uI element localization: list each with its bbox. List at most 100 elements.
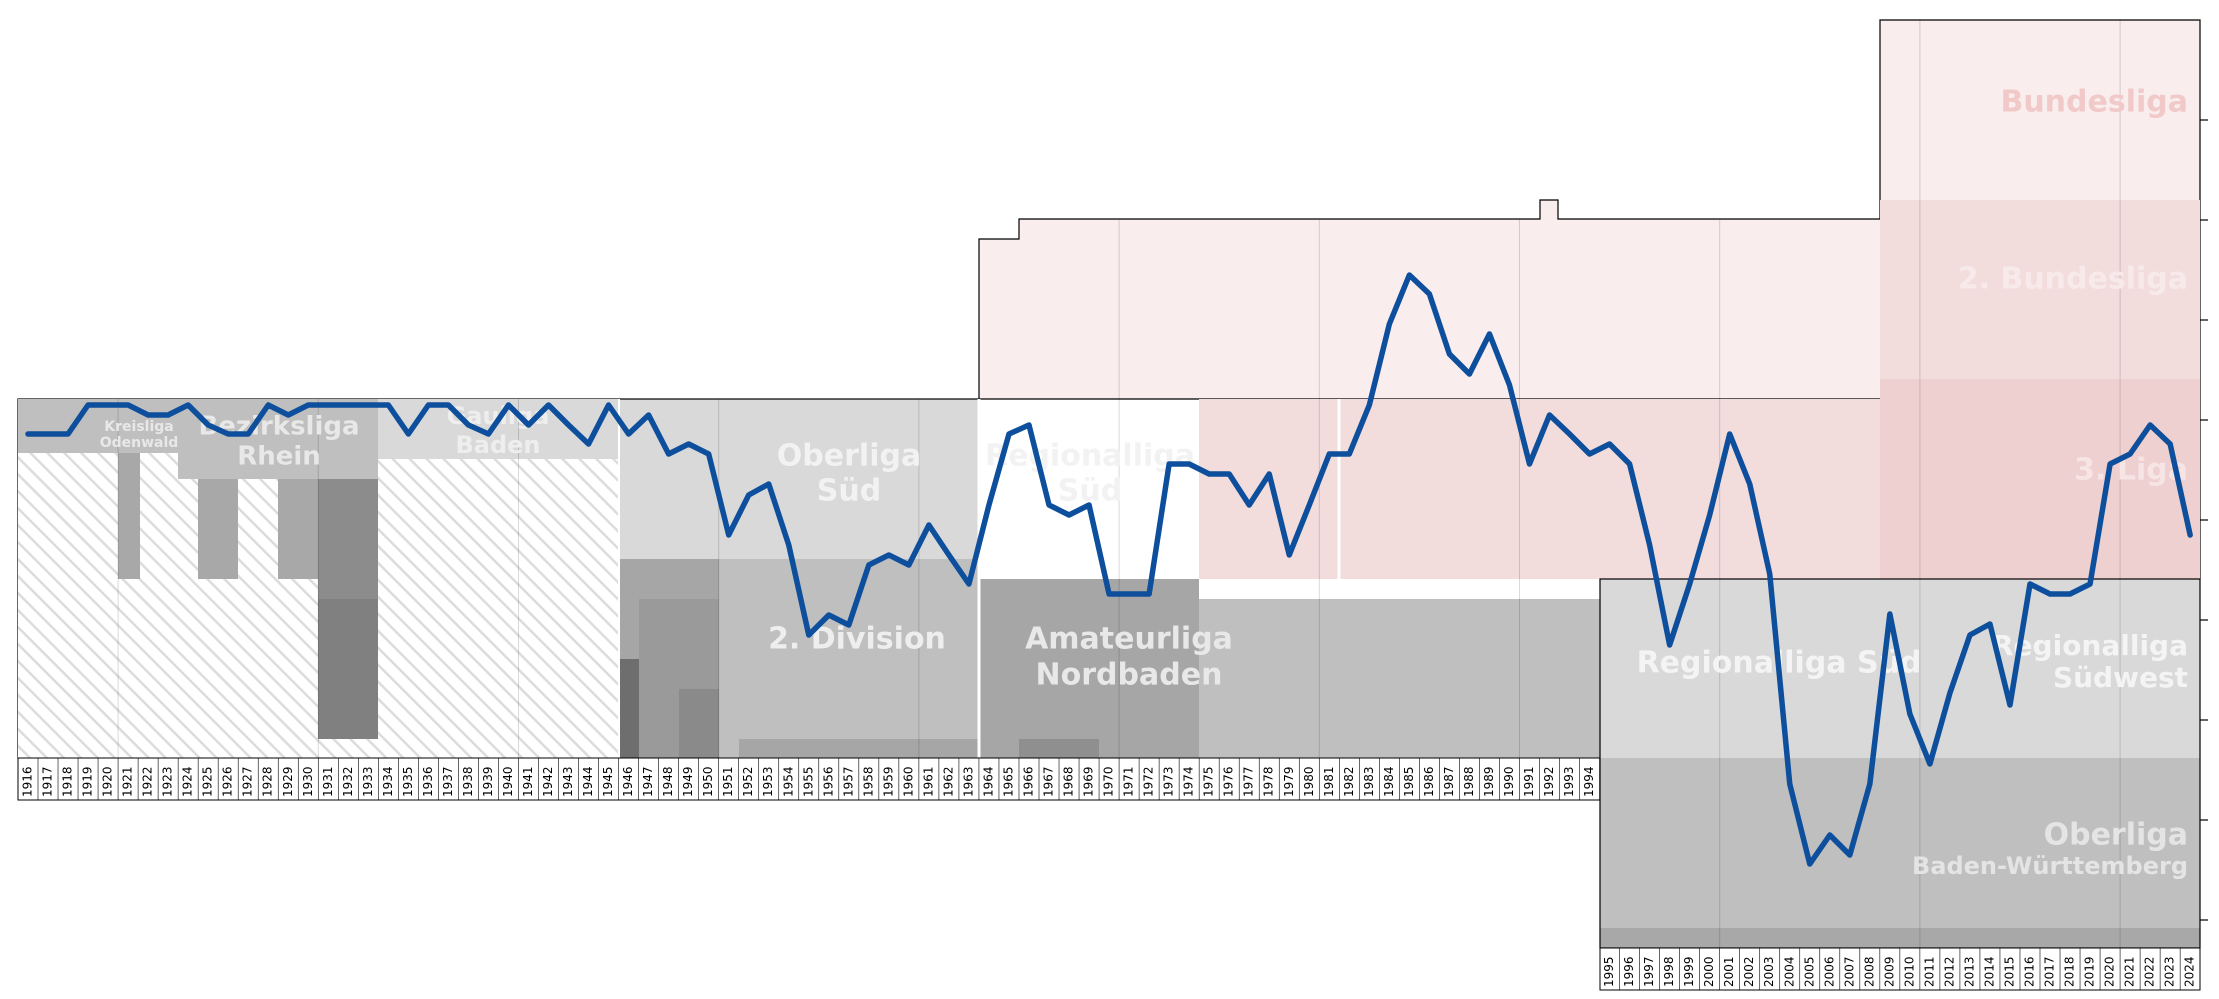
x-tick-label: 2004	[1782, 956, 1796, 987]
x-tick-label: 1925	[201, 766, 215, 797]
x-tick-label: 1938	[461, 766, 475, 797]
x-tick-label: 1982	[1342, 766, 1356, 797]
x-tick-label: 1993	[1562, 766, 1576, 797]
x-tick-label: 1978	[1262, 766, 1276, 797]
league-label: Oberliga	[777, 439, 921, 474]
league-label: Kreisliga	[104, 419, 173, 435]
x-tick-label: 2001	[1722, 956, 1736, 987]
x-tick-label: 1974	[1182, 766, 1196, 797]
x-tick-label: 1960	[901, 766, 915, 797]
tier-band	[739, 739, 979, 758]
x-tick-label: 1980	[1302, 766, 1316, 797]
x-tick-label: 2022	[2143, 956, 2157, 987]
x-tick-label: 1951	[721, 766, 735, 797]
tier-band	[118, 453, 140, 579]
x-tick-label: 1969	[1082, 766, 1096, 797]
x-tick-label: 2015	[2002, 956, 2016, 987]
x-tick-label: 1916	[21, 766, 35, 797]
x-tick-label: 1936	[421, 766, 435, 797]
x-tick-label: 1957	[841, 766, 855, 797]
league-label: Oberliga	[2044, 818, 2188, 853]
x-tick-label: 1977	[1242, 766, 1256, 797]
x-tick-label: 1998	[1662, 956, 1676, 987]
x-tick-label: 1989	[1482, 766, 1496, 797]
x-tick-label: 1917	[41, 766, 55, 797]
x-tick-label: 1973	[1162, 766, 1176, 797]
x-tick-label: 1975	[1202, 766, 1216, 797]
tier-band	[979, 579, 1199, 758]
x-tick-label: 1935	[401, 766, 415, 797]
x-tick-label: 1943	[561, 766, 575, 797]
x-tick-label: 1948	[661, 766, 675, 797]
x-tick-label: 1971	[1122, 766, 1136, 797]
x-tick-label: 1979	[1282, 766, 1296, 797]
league-label: Bezirksliga	[198, 412, 359, 442]
x-tick-label: 1950	[701, 766, 715, 797]
x-tick-label: 1966	[1022, 766, 1036, 797]
x-tick-label: 2007	[1842, 956, 1856, 987]
x-tick-label: 1952	[741, 766, 755, 797]
x-tick-label: 1981	[1322, 766, 1336, 797]
x-tick-label: 1918	[61, 766, 75, 797]
x-tick-label: 1976	[1222, 766, 1236, 797]
league-label: Regionalliga	[1992, 629, 2188, 662]
x-tick-label: 1945	[601, 766, 615, 797]
tier-band	[679, 689, 719, 758]
x-tick-label: 1929	[281, 766, 295, 797]
x-tick-label: 1924	[181, 766, 195, 797]
league-label: Baden-Württemberg	[1912, 852, 2188, 880]
x-tick-label: 1930	[301, 766, 315, 797]
x-tick-label: 2016	[2023, 956, 2037, 987]
tier-band	[1880, 379, 2200, 579]
tier-band	[1019, 739, 1099, 758]
x-tick-label: 1934	[381, 766, 395, 797]
x-tick-label: 1997	[1642, 956, 1656, 987]
x-tick-label: 2003	[1762, 956, 1776, 987]
x-tick-label: 1944	[581, 766, 595, 797]
x-tick-label: 2013	[1962, 956, 1976, 987]
tier-band	[619, 659, 639, 758]
x-tick-label: 1961	[921, 766, 935, 797]
tier-band	[1199, 399, 1880, 579]
league-label: 2. Division	[768, 622, 946, 657]
x-tick-label: 2024	[2183, 956, 2197, 987]
x-tick-label: 1996	[1622, 956, 1636, 987]
x-tick-label: 1933	[361, 766, 375, 797]
background	[17, 19, 2201, 991]
x-tick-label: 2000	[1702, 956, 1716, 987]
x-tick-label: 2002	[1742, 956, 1756, 987]
x-tick-label: 1962	[941, 766, 955, 797]
x-tick-label: 1922	[141, 766, 155, 797]
x-tick-label: 1985	[1402, 766, 1416, 797]
x-tick-label: 1958	[861, 766, 875, 797]
league-label: Bundesliga	[2000, 85, 2188, 120]
tier-band	[318, 479, 378, 599]
x-tick-label: 1994	[1582, 766, 1596, 797]
x-tick-label: 2023	[2163, 956, 2177, 987]
league-label: 3. Liga	[2074, 453, 2188, 488]
tier-band	[1880, 200, 2200, 379]
x-tick-label: 2017	[2043, 956, 2057, 987]
x-tick-label: 1939	[481, 766, 495, 797]
x-tick-label: 1983	[1362, 766, 1376, 797]
x-tick-label: 2008	[1862, 956, 1876, 987]
x-tick-label: 1931	[321, 766, 335, 797]
x-tick-label: 2012	[1942, 956, 1956, 987]
x-tick-label: 1949	[681, 766, 695, 797]
x-tick-label: 1964	[981, 766, 995, 797]
x-tick-label: 1987	[1442, 766, 1456, 797]
x-tick-label: 1921	[121, 766, 135, 797]
x-tick-label: 1946	[621, 766, 635, 797]
league-label: Regionalliga	[985, 439, 1195, 474]
x-tick-label: 2021	[2123, 956, 2137, 987]
x-tick-label: 1932	[341, 766, 355, 797]
x-tick-label: 1972	[1142, 766, 1156, 797]
x-tick-label: 1992	[1542, 766, 1556, 797]
x-tick-label: 1926	[221, 766, 235, 797]
league-label: Amateurliga	[1025, 622, 1233, 657]
league-label: Nordbaden	[1036, 658, 1223, 693]
x-tick-label: 1940	[501, 766, 515, 797]
tier-band	[198, 479, 238, 579]
x-tick-label: 1920	[101, 766, 115, 797]
x-tick-label: 2005	[1802, 956, 1816, 987]
